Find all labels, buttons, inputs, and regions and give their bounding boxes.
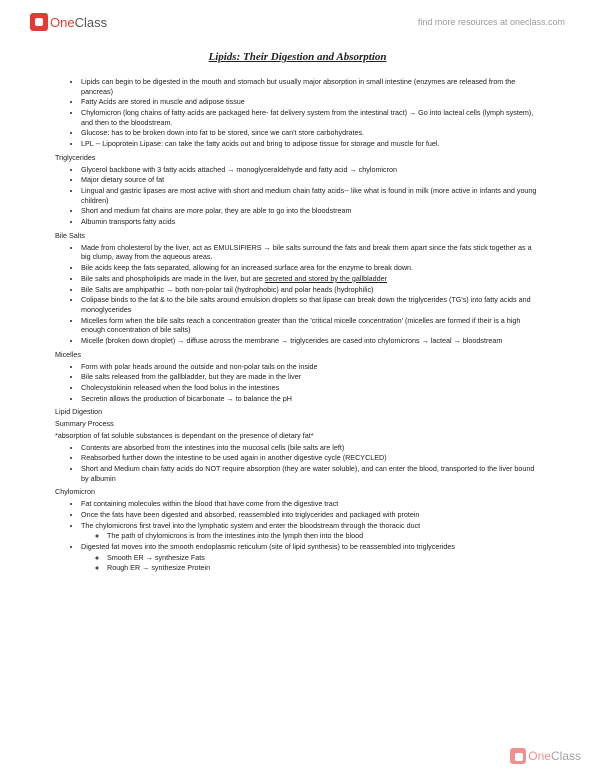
- list-item: Cholecystokinin released when the food b…: [81, 383, 540, 393]
- list-item: Glycerol backbone with 3 fatty acids att…: [81, 165, 540, 175]
- page-header: OneClass find more resources at oneclass…: [0, 0, 595, 40]
- section-heading: Triglycerides: [55, 153, 540, 163]
- summary-list: Contents are absorbed from the intestine…: [55, 443, 540, 484]
- list-item: Bile acids keep the fats separated, allo…: [81, 263, 540, 273]
- summary-heading: Summary Process: [55, 419, 540, 429]
- list-item: The path of chylomicrons is from the int…: [107, 531, 540, 541]
- list-item: Rough ER → synthesize Protein: [107, 563, 540, 573]
- list-item: Colipase binds to the fat & to the bile …: [81, 295, 540, 314]
- list-item: Short and Medium chain fatty acids do NO…: [81, 464, 540, 483]
- list-item: Lipids can begin to be digested in the m…: [81, 77, 540, 96]
- list-item: Micelle (broken down droplet) → diffuse …: [81, 336, 540, 346]
- section-heading: Micelles: [55, 350, 540, 360]
- chylomicron-heading: Chylomicron: [55, 487, 540, 497]
- list-item: Contents are absorbed from the intestine…: [81, 443, 540, 453]
- list-item: Bile salts released from the gallbladder…: [81, 372, 540, 382]
- document-body: Lipids: Their Digestion and Absorption L…: [0, 40, 595, 587]
- sub-list: The path of chylomicrons is from the int…: [81, 531, 540, 541]
- list-item: LPL -- Lipoprotein Lipase: can take the …: [81, 139, 540, 149]
- sub-list: Smooth ER → synthesize FatsRough ER → sy…: [81, 553, 540, 573]
- header-link[interactable]: find more resources at oneclass.com: [418, 17, 565, 27]
- list-item: Form with polar heads around the outside…: [81, 362, 540, 372]
- list-item: Bile Salts are amphipathic → both non-po…: [81, 285, 540, 295]
- watermark-logo: OneClass: [510, 748, 581, 764]
- list-item: Fatty Acids are stored in muscle and adi…: [81, 97, 540, 107]
- logo-text: OneClass: [528, 749, 581, 763]
- logo: OneClass: [30, 13, 107, 31]
- list-item: Albumin transports fatty acids: [81, 217, 540, 227]
- chylomicron-list: Fat containing molecules within the bloo…: [55, 499, 540, 573]
- list-item: The chylomicrons first travel into the l…: [81, 521, 540, 531]
- list-item: Secretin allows the production of bicarb…: [81, 394, 540, 404]
- list-item: Lingual and gastric lipases are most act…: [81, 186, 540, 205]
- list-item: Once the fats have been digested and abs…: [81, 510, 540, 520]
- list-item: Fat containing molecules within the bloo…: [81, 499, 540, 509]
- logo-icon: [510, 748, 526, 764]
- list-item: Smooth ER → synthesize Fats: [107, 553, 540, 563]
- list-item: Chylomicron (long chains of fatty acids …: [81, 108, 540, 127]
- list-item: Micelles form when the bile salts reach …: [81, 316, 540, 335]
- logo-icon: [30, 13, 48, 31]
- list-item: Bile salts and phospholipids are made in…: [81, 274, 540, 284]
- intro-list: Lipids can begin to be digested in the m…: [55, 77, 540, 149]
- logo-text: OneClass: [50, 15, 107, 30]
- section-list: Glycerol backbone with 3 fatty acids att…: [55, 165, 540, 227]
- page-title: Lipids: Their Digestion and Absorption: [55, 50, 540, 65]
- section-list: Made from cholesterol by the liver, act …: [55, 243, 540, 346]
- lipid-digestion-heading: Lipid Digestion: [55, 407, 540, 417]
- section-list: Form with polar heads around the outside…: [55, 362, 540, 404]
- list-item: Digested fat moves into the smooth endop…: [81, 542, 540, 552]
- list-item: Major dietary source of fat: [81, 175, 540, 185]
- list-item: Made from cholesterol by the liver, act …: [81, 243, 540, 262]
- list-item: Short and medium fat chains are more pol…: [81, 206, 540, 216]
- list-item: Reabsorbed further down the intestine to…: [81, 453, 540, 463]
- list-item: Glucose: has to be broken down into fat …: [81, 128, 540, 138]
- section-heading: Bile Salts: [55, 231, 540, 241]
- summary-note: *absorption of fat soluble substances is…: [55, 431, 540, 441]
